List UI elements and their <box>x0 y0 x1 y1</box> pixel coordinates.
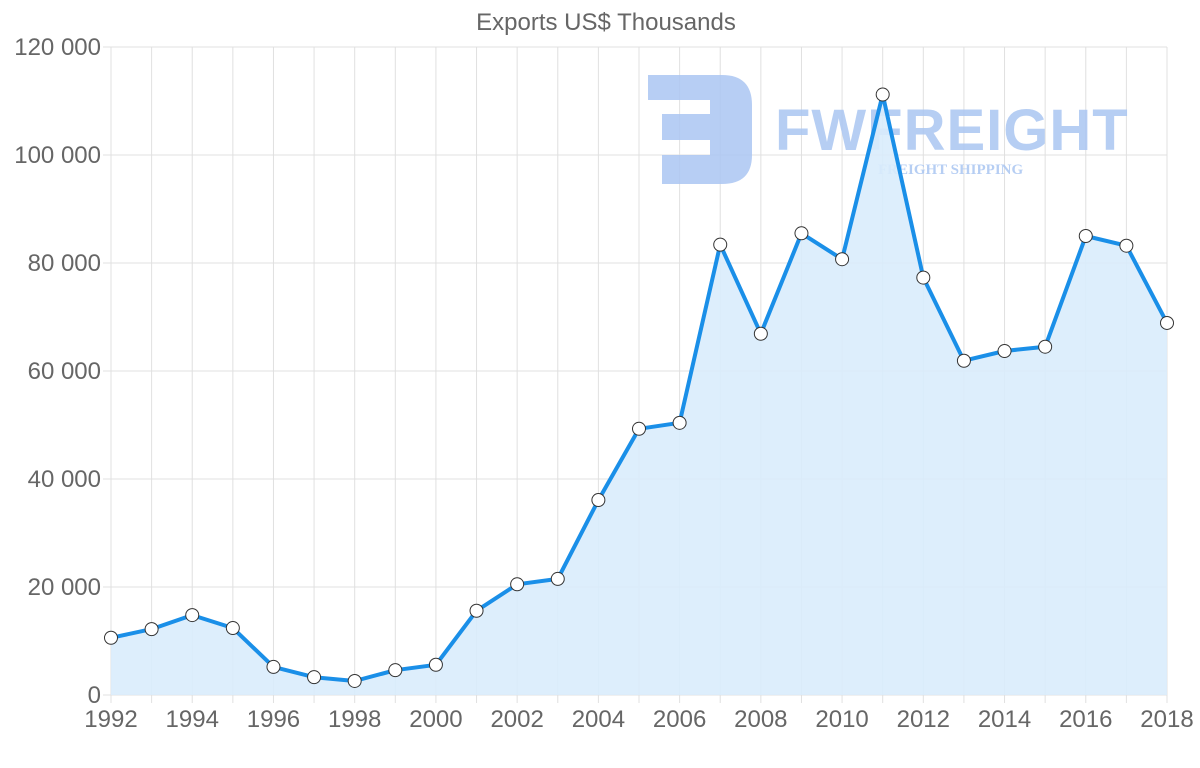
data-point-2009[interactable] <box>794 226 809 241</box>
y-tick-label: 20 000 <box>28 574 101 601</box>
x-tick-label: 2014 <box>978 706 1031 733</box>
data-point-2001[interactable] <box>469 603 484 618</box>
data-point-1993[interactable] <box>144 622 159 637</box>
x-tick-label: 2008 <box>734 706 787 733</box>
data-markers <box>104 87 1174 688</box>
x-tick-label: 1996 <box>247 706 300 733</box>
data-point-1994[interactable] <box>185 608 200 623</box>
x-tick-label: 2016 <box>1059 706 1112 733</box>
watermark-logo: FWFREIGHT FREIGHT SHIPPING <box>648 75 1129 184</box>
watermark-brand: FWFREIGHT <box>775 98 1129 163</box>
data-point-2016[interactable] <box>1078 229 1093 243</box>
data-point-2013[interactable] <box>956 353 971 368</box>
data-point-2017[interactable] <box>1119 238 1134 253</box>
x-tick-label: 2010 <box>815 706 868 733</box>
data-point-2004[interactable] <box>591 493 606 508</box>
x-tick-label: 2004 <box>572 706 625 733</box>
data-point-1996[interactable] <box>266 659 281 674</box>
y-tick-label: 0 <box>88 682 101 709</box>
data-point-1995[interactable] <box>225 621 240 636</box>
data-point-1999[interactable] <box>388 663 403 678</box>
x-tick-label: 1992 <box>84 706 137 733</box>
x-tick-label: 2018 <box>1140 706 1193 733</box>
y-axis: 0 20 000 40 000 60 000 80 000 100 000 120 000 <box>14 34 101 709</box>
data-point-2015[interactable] <box>1038 339 1053 354</box>
data-point-1992[interactable] <box>104 630 118 645</box>
area-fill <box>111 94 1167 695</box>
x-tick-label: 2006 <box>653 706 706 733</box>
fw-logo-icon <box>648 75 752 184</box>
y-tick-label: 60 000 <box>28 358 101 385</box>
x-axis: 1992 1994 1996 1998 2000 2002 2004 2006 2008 2010… <box>84 706 1193 733</box>
y-tick-label: 100 000 <box>14 142 101 169</box>
data-point-2000[interactable] <box>428 657 443 672</box>
x-tick-label: 1998 <box>328 706 381 733</box>
x-tick-label: 1994 <box>166 706 219 733</box>
data-point-2012[interactable] <box>916 270 931 285</box>
data-point-1997[interactable] <box>307 670 322 685</box>
data-point-2005[interactable] <box>632 421 646 436</box>
y-tick-label: 120 000 <box>14 34 101 61</box>
chart-title: Exports US$ Thousands <box>476 9 736 36</box>
data-point-1998[interactable] <box>347 673 362 688</box>
y-tick-label: 40 000 <box>28 466 101 493</box>
data-point-2003[interactable] <box>550 571 565 586</box>
watermark-tagline: FREIGHT SHIPPING <box>878 162 1023 178</box>
data-point-2008[interactable] <box>753 326 768 341</box>
data-point-2011[interactable] <box>875 87 890 102</box>
x-tick-label: 2012 <box>897 706 950 733</box>
y-tick-label: 80 000 <box>28 250 101 277</box>
data-point-2006[interactable] <box>672 415 687 430</box>
data-point-2007[interactable] <box>713 237 728 252</box>
data-point-2010[interactable] <box>835 252 850 267</box>
x-tick-label: 2000 <box>409 706 462 733</box>
data-point-2018[interactable] <box>1160 315 1174 330</box>
data-point-2014[interactable] <box>997 344 1012 359</box>
data-point-2002[interactable] <box>510 577 525 592</box>
x-tick-label: 2002 <box>490 706 543 733</box>
